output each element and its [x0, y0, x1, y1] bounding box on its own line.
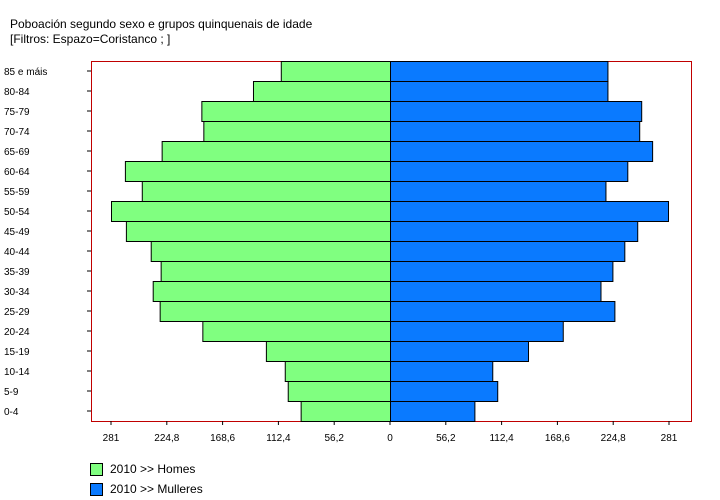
legend-item-mulleres: 2010 >> Mulleres: [90, 479, 203, 499]
legend-label-homes: 2010 >> Homes: [110, 462, 196, 476]
y-tick-label: 55-59: [4, 187, 30, 198]
legend-label-mulleres: 2010 >> Mulleres: [110, 482, 203, 496]
x-tick-label: 281: [661, 433, 678, 444]
chart-subtitle: [Filtros: Espazo=Coristanco ; ]: [10, 32, 171, 46]
x-tick-label: 112,4: [489, 433, 514, 444]
y-tick-label: 35-39: [4, 267, 30, 278]
x-tick-label: 112,4: [266, 433, 291, 444]
bar-homes-80-84: [252, 81, 391, 102]
bar-mulleres-35-39: [390, 261, 614, 282]
x-tick-label: 224,8: [601, 433, 626, 444]
y-tick-label: 75-79: [4, 107, 30, 118]
bar-homes-25-29: [159, 301, 391, 322]
y-tick-label: 60-64: [4, 167, 30, 178]
bar-mulleres-55-59: [390, 181, 607, 202]
y-tick-label: 50-54: [4, 207, 30, 218]
bar-homes-5-9: [287, 381, 391, 402]
bar-mulleres-75-79: [390, 101, 643, 122]
x-tick-label: 224,8: [154, 433, 179, 444]
bar-mulleres-80-84: [390, 81, 609, 102]
bar-homes-45-49: [125, 221, 391, 242]
bar-mulleres-60-64: [390, 161, 629, 182]
x-tick-label: 168,6: [210, 433, 235, 444]
population-pyramid-chart: 0-4 5-9 10-14 15-19 20-24 25-29 30-34 35-39 40-4…: [4, 61, 692, 444]
bar-mulleres-15-19: [390, 341, 530, 362]
bar-mulleres-65-69: [390, 141, 654, 162]
bar-homes-15-19: [265, 341, 391, 362]
chart-title: Poboación segundo sexo e grupos quinquen…: [10, 17, 313, 31]
y-tick-label: 0-4: [4, 407, 19, 418]
bar-mulleres-40-44: [390, 241, 626, 262]
bar-homes-0-4: [300, 401, 391, 422]
legend-item-homes: 2010 >> Homes: [90, 459, 203, 479]
x-tick-label: 56,2: [324, 433, 344, 444]
bar-mulleres-45-49: [390, 221, 639, 242]
legend-swatch-homes: [90, 462, 103, 476]
y-tick-label: 80-84: [4, 87, 30, 98]
x-tick-label: 281: [103, 433, 120, 444]
bar-homes-85-e-máis: [280, 61, 392, 82]
y-tick-label: 30-34: [4, 287, 30, 298]
bar-mulleres-70-74: [390, 121, 641, 142]
bar-homes-60-64: [124, 161, 391, 182]
x-tick-label: 0: [387, 433, 393, 444]
bar-mulleres-20-24: [390, 321, 564, 342]
x-tick-label: 56,2: [436, 433, 456, 444]
y-tick-label: 15-19: [4, 347, 30, 358]
x-tick-label: 168,6: [545, 433, 570, 444]
y-tick-label: 85 e máis: [4, 67, 47, 78]
bar-homes-75-79: [201, 101, 391, 122]
bar-homes-70-74: [203, 121, 391, 142]
y-tick-label: 5-9: [4, 387, 19, 398]
bar-mulleres-0-4: [390, 401, 476, 422]
bar-homes-65-69: [161, 141, 391, 162]
y-tick-label: 70-74: [4, 127, 30, 138]
y-tick-label: 40-44: [4, 247, 30, 258]
bar-mulleres-10-14: [390, 361, 494, 382]
bar-homes-40-44: [150, 241, 391, 262]
y-tick-label: 25-29: [4, 307, 30, 318]
bar-homes-55-59: [141, 181, 391, 202]
y-tick-label: 45-49: [4, 227, 30, 238]
bar-homes-20-24: [202, 321, 391, 342]
bar-mulleres-25-29: [390, 301, 616, 322]
chart-title-block: Poboación segundo sexo e grupos quinquen…: [10, 17, 312, 47]
legend-swatch-mulleres: [90, 482, 103, 496]
bar-mulleres-30-34: [390, 281, 602, 302]
bar-homes-10-14: [284, 361, 392, 382]
y-tick-label: 20-24: [4, 327, 30, 338]
bar-mulleres-5-9: [390, 381, 499, 402]
legend: 2010 >> Homes 2010 >> Mulleres: [90, 459, 203, 499]
bar-homes-30-34: [152, 281, 391, 302]
bar-homes-35-39: [160, 261, 391, 282]
bar-mulleres-85-e-máis: [390, 61, 609, 82]
y-tick-label: 65-69: [4, 147, 30, 158]
bar-homes-50-54: [111, 201, 391, 222]
y-tick-label: 10-14: [4, 367, 30, 378]
bar-mulleres-50-54: [390, 201, 670, 222]
